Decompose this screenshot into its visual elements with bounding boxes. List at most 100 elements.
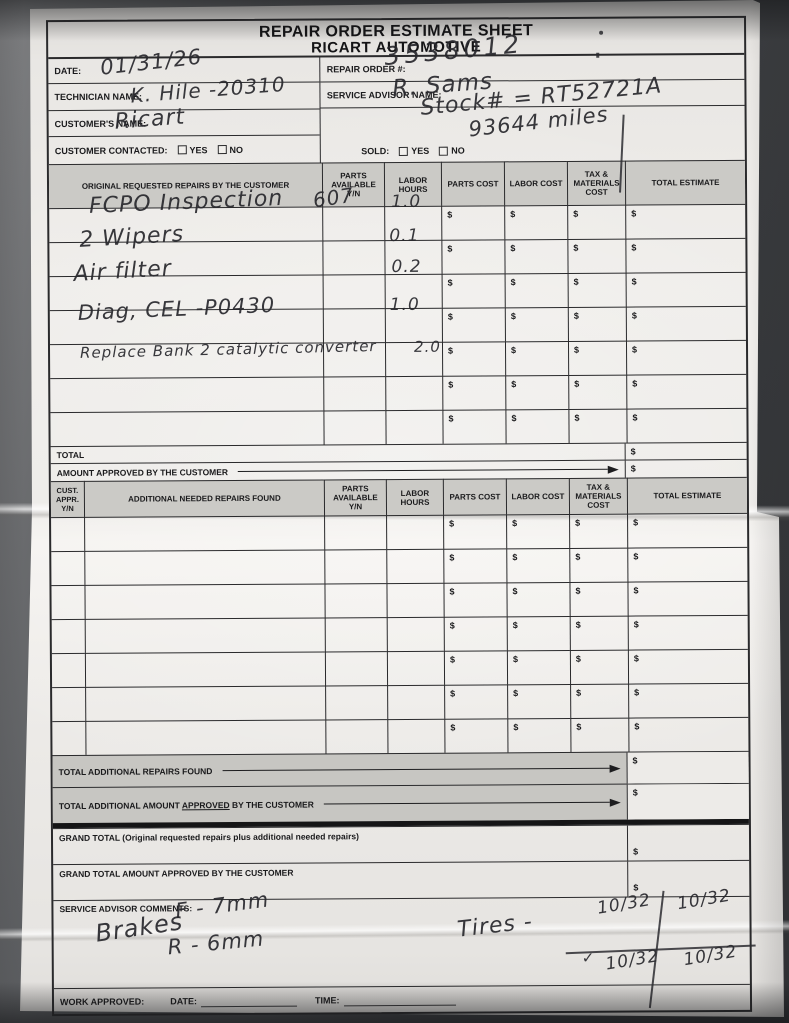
dollar-sign: $ [447, 209, 453, 220]
dollar-sign: $ [573, 208, 579, 219]
dollar-sign: $ [634, 721, 640, 732]
col-header-parts-cost: PARTS COST [440, 161, 505, 206]
table-row: $ $ $ $ [50, 373, 747, 413]
work-approved-row: WORK APPROVED: DATE: TIME: [53, 983, 751, 1015]
col-header-labor-cost: LABOR COST [503, 160, 568, 206]
technician-label: TECHNICIAN NAME: [54, 91, 143, 103]
dollar-sign: $ [574, 344, 580, 355]
date-signature-line [200, 994, 298, 1007]
table-row: $ $ $ $ [51, 512, 748, 552]
dollar-sign: $ [573, 310, 579, 321]
customer-contacted-field: CUSTOMER CONTACTED: YES NO [49, 135, 321, 164]
contacted-no-checkbox [217, 145, 227, 155]
table-row: $ $ $ $ [51, 580, 748, 620]
contacted-yes-label: YES [189, 144, 208, 155]
service-advisor-comments-label: SERVICE ADVISOR COMMENTS: [59, 903, 193, 915]
dollar-sign: $ [575, 517, 581, 528]
col-header-tax-materials: TAX & MATERIALS COST [568, 477, 628, 514]
table-row: $ $ $ $ [49, 271, 746, 311]
sold-yes-checkbox [399, 146, 409, 156]
dollar-sign: $ [448, 413, 454, 424]
total-additional-row: TOTAL ADDITIONAL REPAIRS FOUND $ [52, 750, 749, 788]
col-header-labor-hours: LABOR HOURS [385, 478, 444, 516]
dollar-sign: $ [632, 412, 638, 423]
dollar-sign: $ [573, 242, 579, 253]
table-row: $ $ $ $ [51, 546, 748, 586]
amount-approved-label: AMOUNT APPROVED BY THE CUSTOMER [56, 466, 229, 478]
footer-date-label: DATE: [170, 995, 198, 1006]
grand-total-row: GRAND TOTAL (Original requested repairs … [52, 823, 750, 865]
dollar-sign: $ [448, 379, 454, 390]
technician-field: TECHNICIAN NAME: [48, 82, 320, 112]
dollar-sign: $ [449, 654, 455, 665]
col-header-total-estimate: TOTAL ESTIMATE [626, 476, 748, 514]
dollar-sign: $ [449, 620, 455, 631]
dollar-sign: $ [575, 653, 581, 664]
grand-total-label: GRAND TOTAL (Original requested repairs … [58, 831, 359, 844]
dollar-sign: $ [447, 277, 453, 288]
col-header-cust-appr: CUST. APPR. Y/N [50, 480, 85, 518]
service-advisor-field: SERVICE ADVISOR NAME: [320, 79, 745, 109]
col-header-tax-materials: TAX & MATERIALS COST [566, 160, 626, 205]
total-additional-approved-row: TOTAL ADDITIONAL AMOUNT APPROVED BY THE … [52, 782, 749, 824]
dollar-sign: $ [633, 551, 639, 562]
dollar-sign: $ [576, 721, 582, 732]
dollar-sign: $ [450, 722, 456, 733]
dollar-sign: $ [632, 787, 638, 798]
customer-name-label: CUSTOMER'S NAME: [54, 118, 147, 129]
dollar-sign: $ [573, 276, 579, 287]
dollar-sign: $ [510, 209, 516, 220]
service-advisor-label: SERVICE ADVISOR NAME: [326, 89, 442, 100]
table-row: $ $ $ $ [52, 716, 749, 756]
col-header-parts-available: PARTS AVAILABLE Y/N [321, 162, 385, 207]
repair-order-label: REPAIR ORDER #: [326, 63, 406, 75]
repair-order-form: REPAIR ORDER ESTIMATE SHEET RICART AUTOM… [46, 15, 756, 1017]
table-row: $ $ $ $ [51, 648, 749, 688]
dollar-sign: $ [634, 687, 640, 698]
dollar-sign: $ [631, 276, 637, 287]
additional-repairs-header-row: CUST. APPR. Y/N ADDITIONAL NEEDED REPAIR… [50, 476, 748, 518]
dollar-sign: $ [632, 755, 638, 766]
footer-time-label: TIME: [314, 994, 340, 1006]
form-title-block: REPAIR ORDER ESTIMATE SHEET RICART AUTOM… [48, 17, 745, 60]
total-additional-label: TOTAL ADDITIONAL REPAIRS FOUND [58, 765, 213, 777]
col-header-original-repairs: ORIGINAL REQUESTED REPAIRS BY THE CUSTOM… [48, 162, 323, 209]
table-row: $ $ $ $ [52, 682, 749, 722]
grand-total-approved-row: GRAND TOTAL AMOUNT APPROVED BY THE CUSTO… [53, 859, 750, 901]
info-section: DATE: TECHNICIAN NAME: CUSTOMER'S NAME: … [48, 54, 745, 164]
col-header-total-estimate: TOTAL ESTIMATE [624, 159, 746, 205]
dollar-sign: $ [449, 552, 455, 563]
time-signature-line [343, 993, 456, 1006]
dollar-sign: $ [631, 310, 637, 321]
total-additional-approved-label: TOTAL ADDITIONAL AMOUNT APPROVED BY THE … [58, 799, 314, 811]
arrow-line [222, 764, 621, 774]
dollar-sign: $ [633, 653, 639, 664]
dollar-sign: $ [630, 463, 636, 474]
repair-order-field: REPAIR ORDER #: [320, 54, 745, 83]
customer-contacted-label: CUSTOMER CONTACTED: [54, 144, 168, 156]
dollar-sign: $ [575, 585, 581, 596]
dollar-sign: $ [510, 277, 516, 288]
table-row: $ $ $ $ [51, 614, 748, 654]
contacted-no-label: NO [229, 144, 244, 155]
dollar-sign: $ [449, 586, 455, 597]
table-row: $ $ $ $ [49, 203, 746, 243]
dollar-sign: $ [633, 882, 639, 893]
dollar-sign: $ [511, 345, 517, 356]
grand-total-approved-label: GRAND TOTAL AMOUNT APPROVED BY THE CUSTO… [59, 867, 294, 880]
col-header-labor-hours: LABOR HOURS [383, 161, 442, 207]
service-advisor-comments-section: SERVICE ADVISOR COMMENTS: [53, 895, 750, 989]
dollar-sign: $ [512, 620, 518, 631]
work-approved-label: WORK APPROVED: [59, 996, 145, 1007]
dollar-sign: $ [512, 654, 518, 665]
dollar-sign: $ [575, 619, 581, 630]
table-row: $ $ $ $ [49, 339, 747, 379]
sold-no-label: NO [451, 145, 465, 156]
dollar-sign: $ [512, 518, 518, 529]
table-row: $ $ $ $ [49, 237, 746, 277]
col-header-parts-cost: PARTS COST [442, 478, 507, 515]
dollar-sign: $ [633, 517, 639, 528]
dollar-sign: $ [448, 345, 454, 356]
dollar-sign: $ [450, 688, 456, 699]
